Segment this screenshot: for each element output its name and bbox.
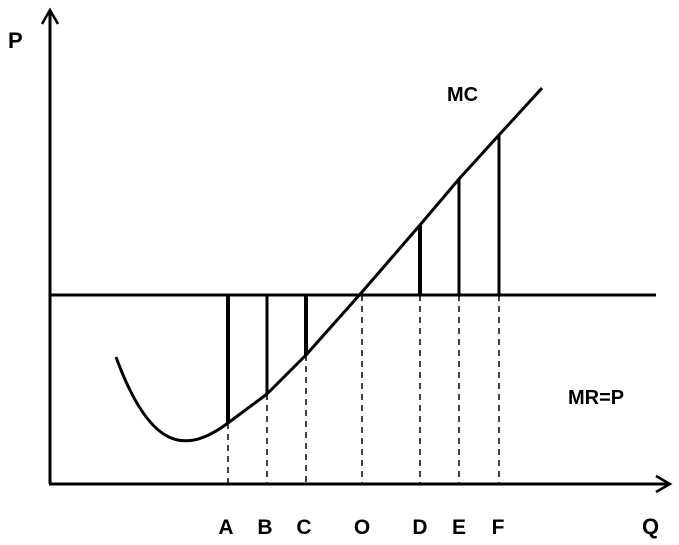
quantity-labels: A B C O D E F: [218, 516, 504, 539]
quantity-markers: [226, 135, 501, 483]
quantity-label-e: E: [452, 516, 466, 539]
y-axis-arrow: [40, 7, 60, 25]
quantity-label-f: F: [492, 516, 505, 539]
quantity-label-c: C: [296, 516, 311, 539]
x-axis-label: Q: [642, 514, 659, 539]
quantity-label-o: O: [354, 516, 370, 539]
quantity-label-b: B: [257, 516, 272, 539]
mc-label: MC: [447, 84, 478, 106]
mc-curve: [114, 86, 544, 443]
quantity-label-a: A: [218, 516, 233, 539]
mr-label: MR=P: [568, 387, 624, 409]
x-axis-arrow: [655, 474, 673, 494]
quantity-label-d: D: [412, 516, 427, 539]
y-axis-label: P: [8, 28, 23, 53]
axes: [40, 7, 673, 494]
